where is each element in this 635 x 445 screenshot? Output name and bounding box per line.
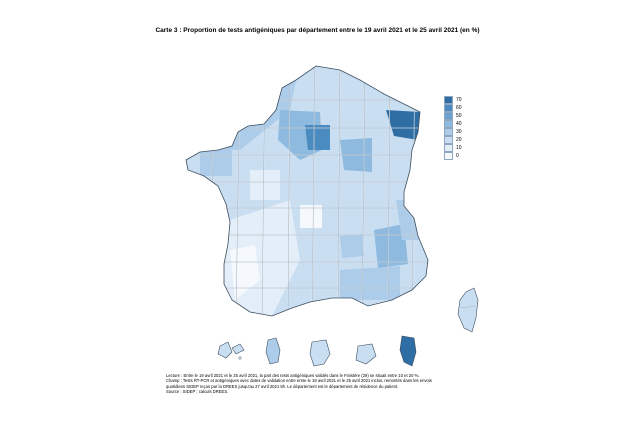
- legend-label: 50: [456, 113, 462, 119]
- legend-entry: 40: [444, 120, 462, 128]
- note-champ-cont: quotidiens SIDEP reçus par la DREES jusq…: [166, 383, 399, 389]
- guadeloupe: [217, 341, 245, 360]
- legend-label: 0: [456, 153, 459, 159]
- map-legend: 70 60 50 40 30 20 10 0: [444, 96, 462, 160]
- legend-label: 60: [456, 105, 462, 111]
- la-reunion: [355, 343, 377, 365]
- legend-swatch: [444, 144, 453, 152]
- legend-label: 30: [456, 129, 462, 135]
- map-notes: Lecture : Entre le 19 avril 2021 et le 2…: [166, 373, 456, 394]
- note-champ: Champ : Tests RT-PCR et antigéniques ave…: [166, 378, 432, 384]
- corsica: [457, 287, 479, 333]
- mayotte: [399, 335, 417, 367]
- legend-swatch: [444, 120, 453, 128]
- legend-entry: 0: [444, 152, 462, 160]
- legend-swatch: [444, 136, 453, 144]
- note-lecture: Lecture : Entre le 19 avril 2021 et le 2…: [166, 373, 420, 378]
- legend-label: 40: [456, 121, 462, 127]
- legend-entry: 20: [444, 136, 462, 144]
- france-outline: [185, 65, 429, 317]
- legend-label: 20: [456, 137, 462, 143]
- map-title: Carte 3 : Proportion de tests antigéniqu…: [155, 27, 480, 34]
- legend-label: 10: [456, 145, 462, 151]
- legend-swatch: [444, 152, 453, 160]
- guyane: [309, 339, 331, 367]
- martinique: [265, 337, 281, 365]
- legend-entry: 70: [444, 96, 462, 104]
- legend-swatch: [444, 128, 453, 136]
- legend-entry: 50: [444, 112, 462, 120]
- legend-entry: 30: [444, 128, 462, 136]
- legend-swatch: [444, 96, 453, 104]
- legend-entry: 60: [444, 104, 462, 112]
- legend-swatch: [444, 104, 453, 112]
- legend-entry: 10: [444, 144, 462, 152]
- legend-swatch: [444, 112, 453, 120]
- note-source: Source : SIDEP ; calculs DREES.: [166, 388, 229, 394]
- legend-label: 70: [456, 97, 462, 103]
